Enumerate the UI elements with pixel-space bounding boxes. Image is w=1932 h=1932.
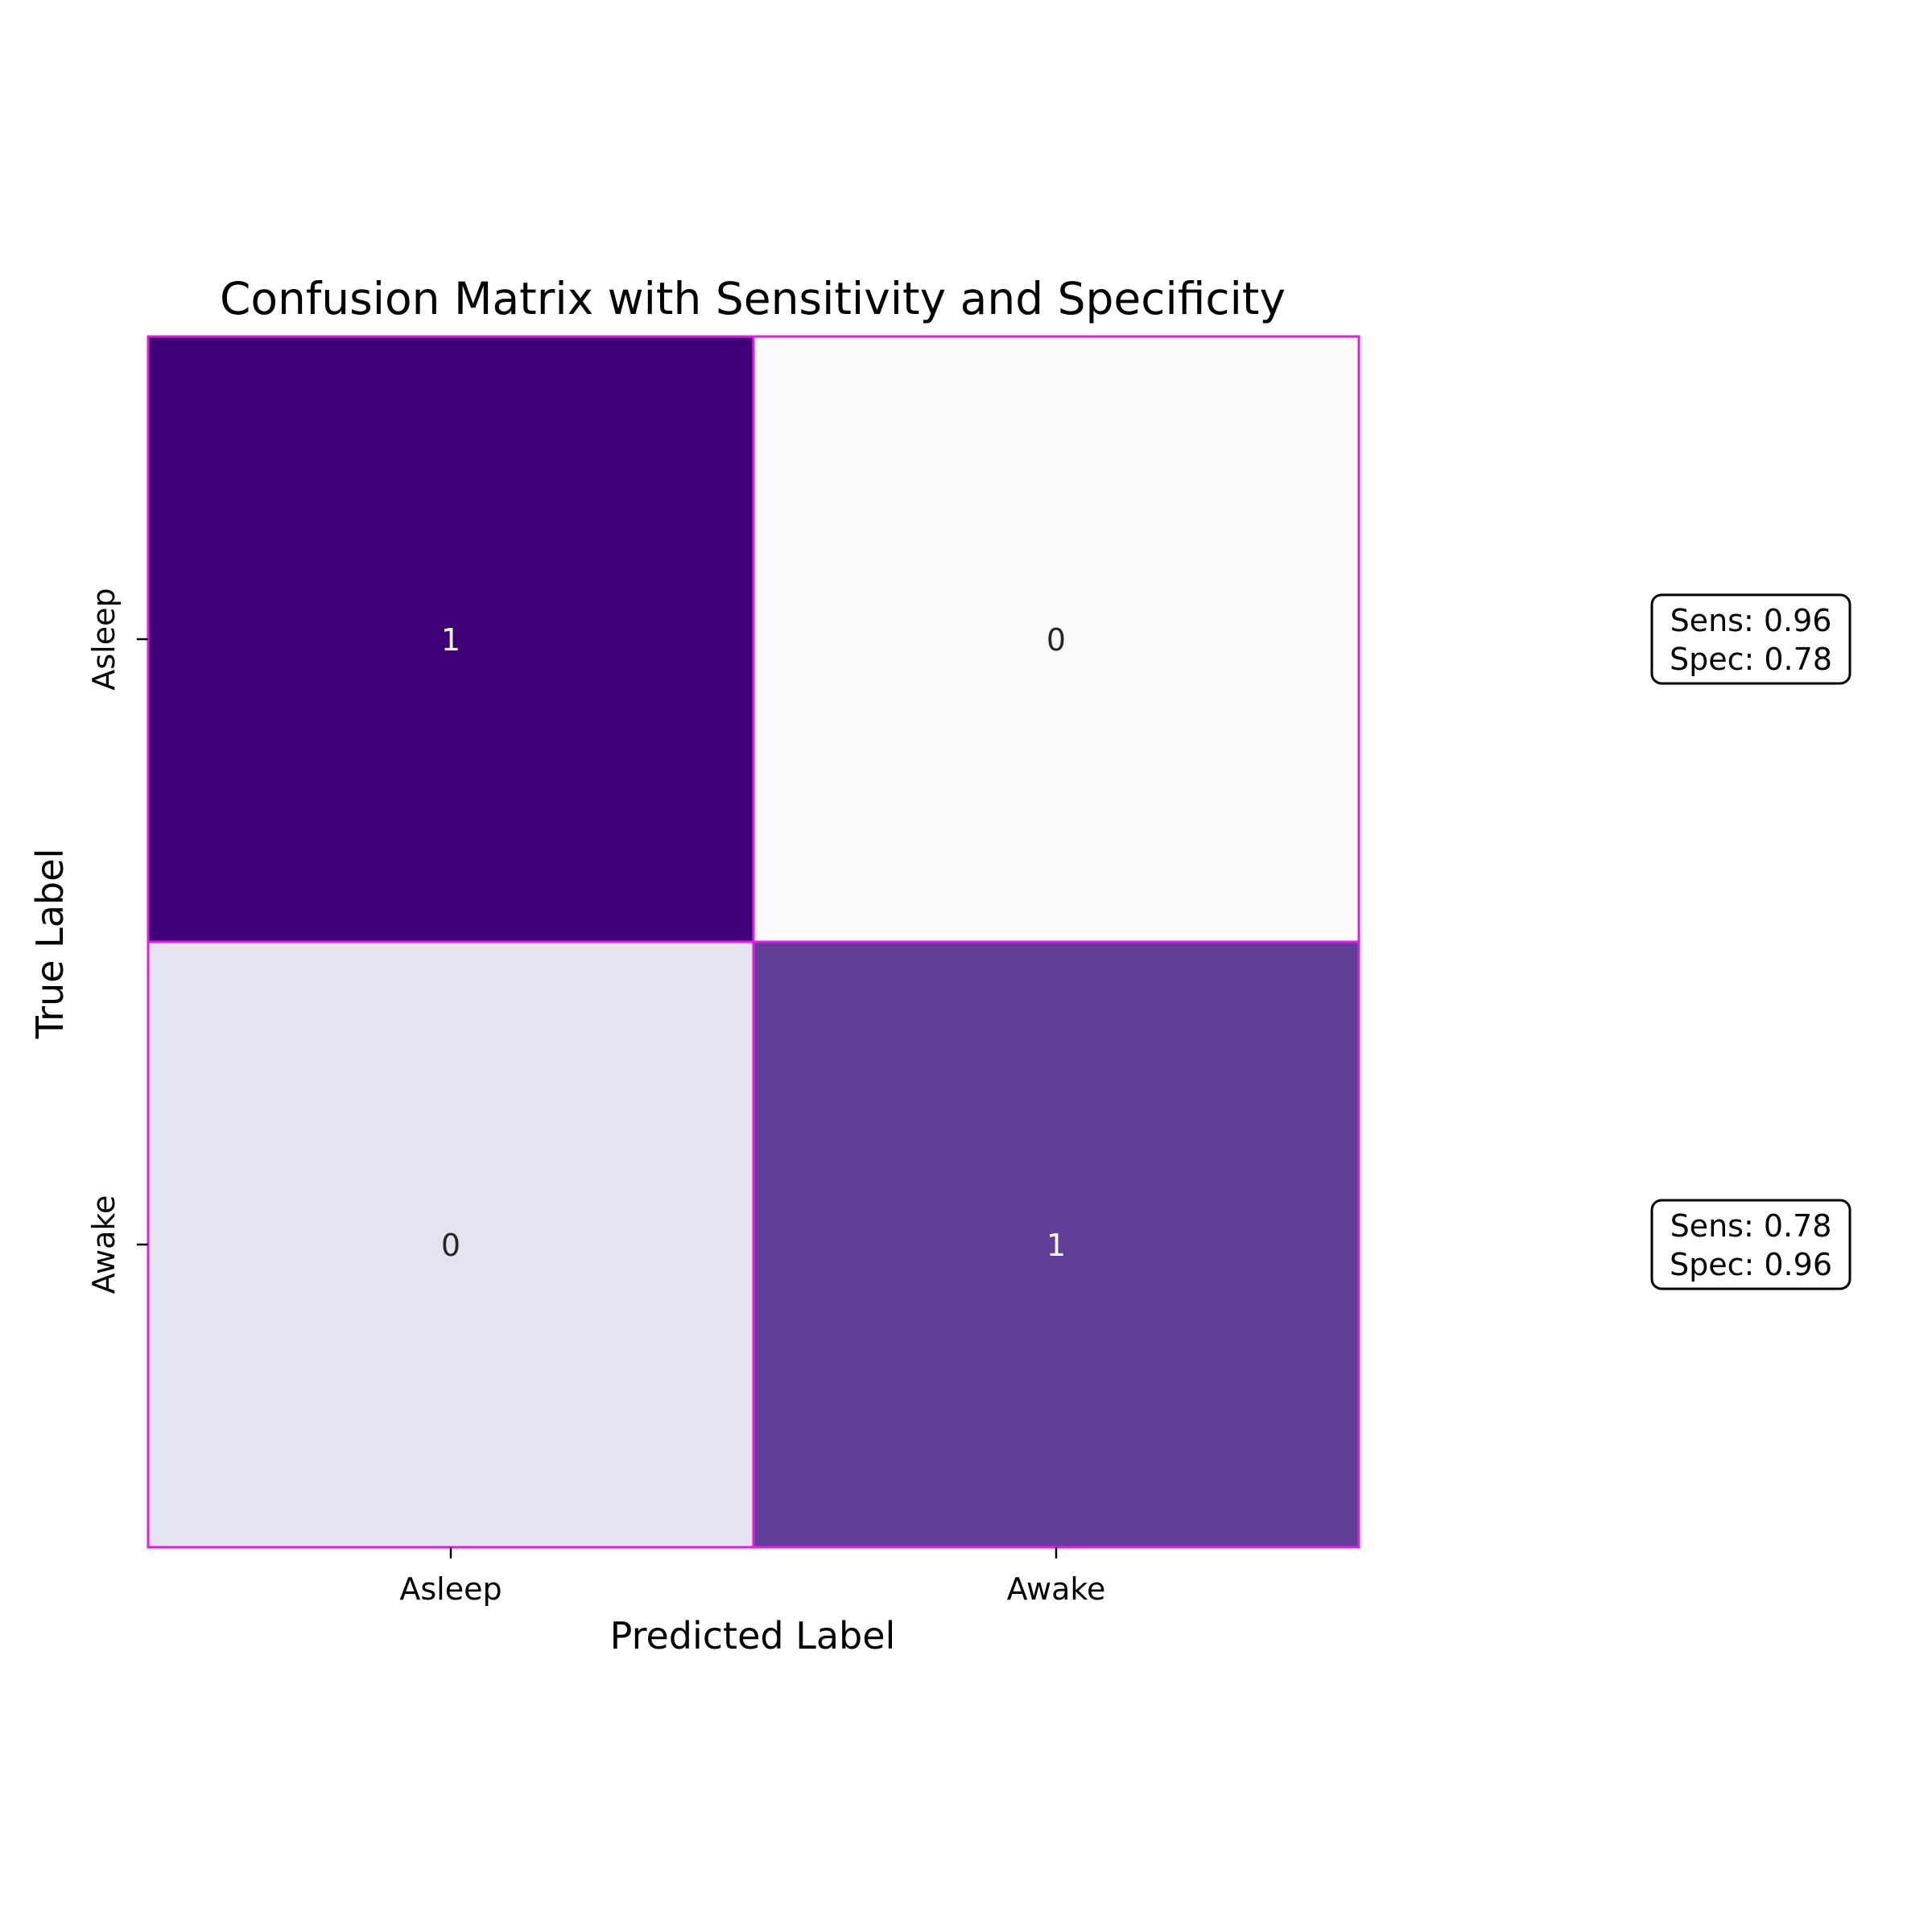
sensitivity-text-1: Sens: 0.78 bbox=[1670, 1208, 1832, 1244]
x-tick-label-1: Awake bbox=[1007, 1571, 1106, 1607]
sensitivity-text-0: Sens: 0.96 bbox=[1670, 603, 1832, 638]
axis-ticks: Asleep Awake Asleep Awake bbox=[86, 588, 1105, 1607]
y-tick-label-1: Awake bbox=[86, 1195, 122, 1294]
cell-value-label-0-1: 0 bbox=[1046, 622, 1066, 658]
cell-value-label-0-0: 1 bbox=[441, 622, 460, 658]
heatmap-cell-1-1 bbox=[752, 940, 1360, 1549]
heatmap-cells: 1 0 0 1 bbox=[147, 335, 1360, 1549]
cell-value-label-1-0: 0 bbox=[441, 1228, 460, 1263]
heatmap-cell-0-0 bbox=[147, 335, 755, 943]
chart-title: Confusion Matrix with Sensitivity and Sp… bbox=[220, 273, 1286, 324]
specificity-text-0: Spec: 0.78 bbox=[1670, 642, 1832, 677]
x-axis-label: Predicted Label bbox=[610, 1614, 896, 1657]
cell-value-label-1-1: 1 bbox=[1046, 1228, 1066, 1263]
specificity-text-1: Spec: 0.96 bbox=[1670, 1247, 1832, 1282]
x-tick-label-0: Asleep bbox=[399, 1571, 502, 1607]
metric-box-1 bbox=[1650, 1199, 1852, 1290]
heatmap-cell-0-1 bbox=[752, 335, 1360, 943]
metric-box-0 bbox=[1650, 593, 1852, 685]
y-axis-label: True Label bbox=[28, 848, 72, 1039]
heatmap-cell-1-0 bbox=[147, 940, 755, 1549]
y-tick-label-0: Asleep bbox=[86, 588, 122, 690]
